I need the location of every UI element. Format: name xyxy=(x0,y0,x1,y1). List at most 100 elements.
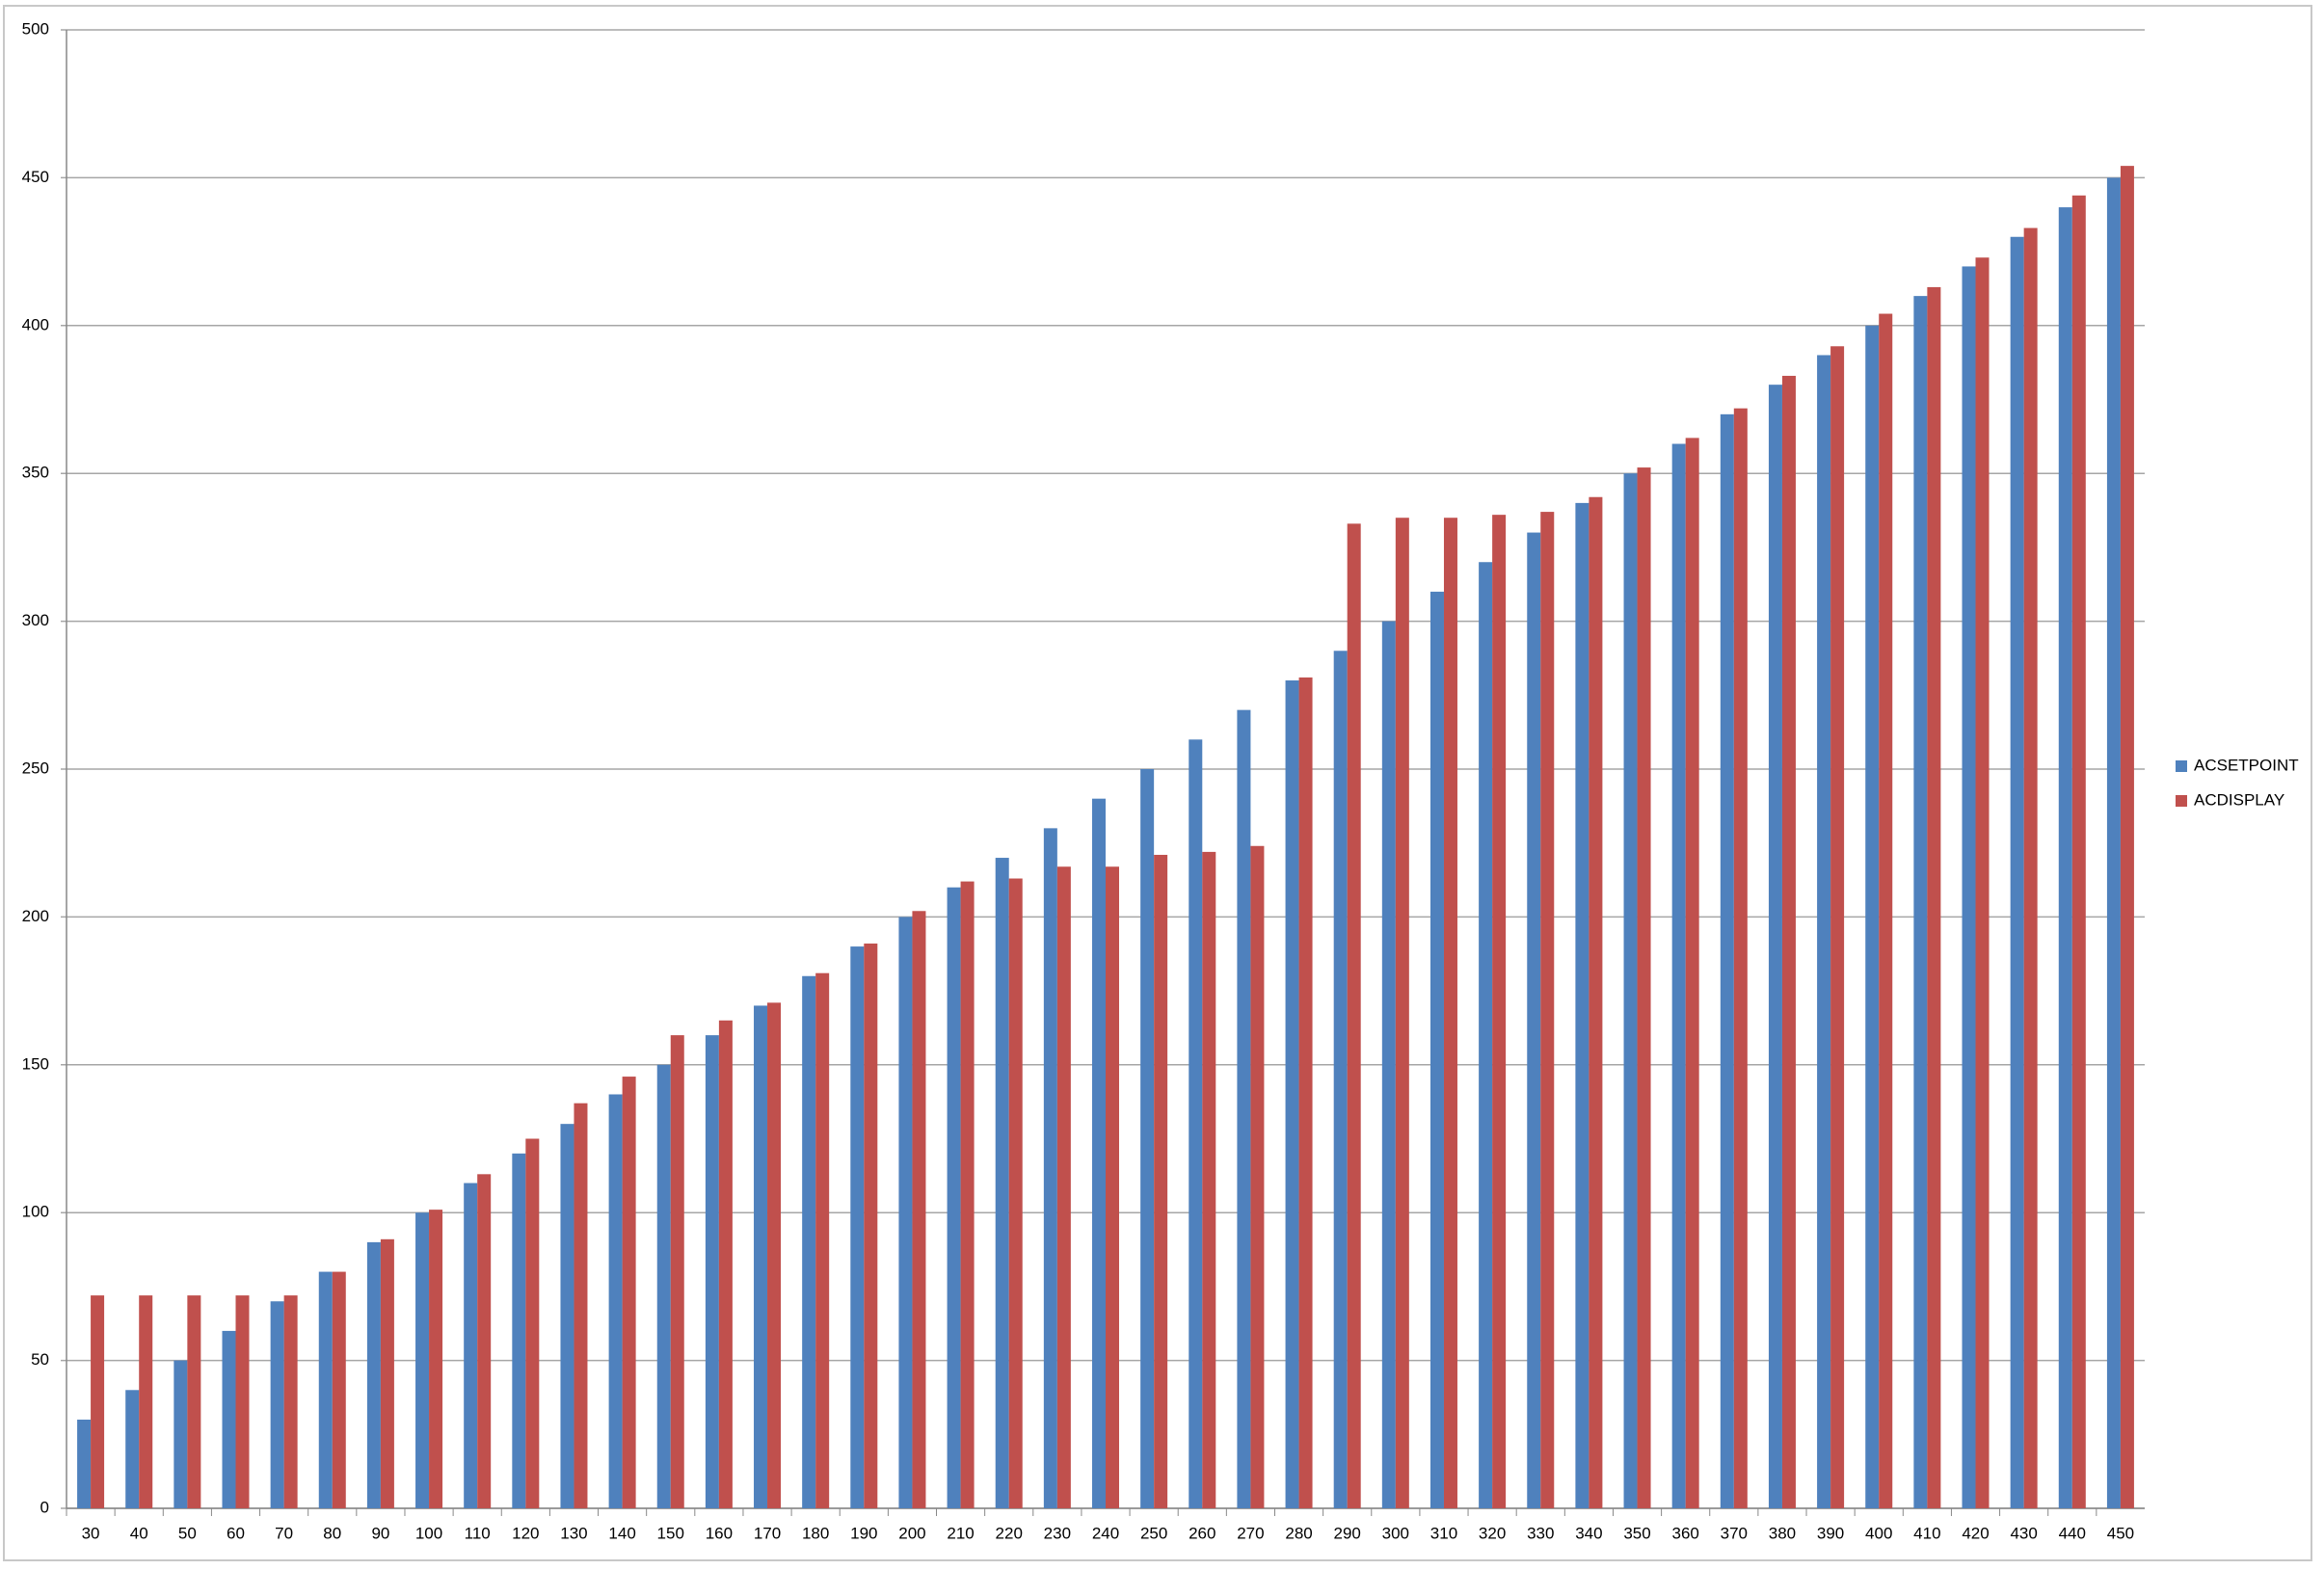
bar xyxy=(1623,473,1638,1509)
bar xyxy=(670,1035,684,1508)
bar xyxy=(1140,769,1155,1508)
x-tick-label: 330 xyxy=(1527,1524,1554,1542)
bar xyxy=(1975,257,1990,1509)
bar xyxy=(1575,502,1589,1508)
x-tick-label: 200 xyxy=(898,1524,925,1542)
bar xyxy=(1479,562,1493,1508)
bar xyxy=(512,1153,526,1508)
bar xyxy=(574,1103,588,1508)
bar xyxy=(1381,621,1396,1508)
y-tick-label: 350 xyxy=(22,464,49,482)
bar xyxy=(1333,651,1348,1508)
bar xyxy=(718,1020,733,1508)
bar xyxy=(174,1360,188,1508)
bar xyxy=(91,1295,105,1508)
bar xyxy=(1443,518,1457,1508)
bar xyxy=(1540,512,1555,1508)
bar xyxy=(1395,518,1409,1508)
x-tick-label: 100 xyxy=(415,1524,442,1542)
bar xyxy=(477,1174,492,1508)
x-tick-label: 410 xyxy=(1913,1524,1940,1542)
bar xyxy=(2120,166,2134,1508)
bar xyxy=(1237,709,1251,1508)
x-tick-label: 370 xyxy=(1721,1524,1748,1542)
bar xyxy=(1879,313,1893,1508)
bar xyxy=(1927,286,1941,1508)
bar xyxy=(366,1241,381,1508)
bar xyxy=(283,1295,298,1508)
bar xyxy=(1298,677,1313,1508)
bar xyxy=(1913,296,1928,1508)
x-tick-label: 440 xyxy=(2059,1524,2086,1542)
x-tick-label: 240 xyxy=(1092,1524,1119,1542)
bar xyxy=(1429,591,1444,1508)
bar xyxy=(318,1271,333,1508)
bar xyxy=(608,1094,623,1508)
x-tick-label: 250 xyxy=(1140,1524,1167,1542)
bar xyxy=(1830,346,1845,1508)
x-tick-label: 190 xyxy=(850,1524,877,1542)
bar xyxy=(1285,679,1299,1508)
bar xyxy=(767,1002,782,1508)
bar xyxy=(2071,195,2086,1509)
bar xyxy=(898,917,913,1508)
bar xyxy=(947,887,961,1508)
bar xyxy=(222,1330,236,1508)
bar xyxy=(802,975,816,1508)
bar xyxy=(815,972,830,1508)
x-tick-label: 50 xyxy=(178,1524,197,1542)
x-tick-label: 90 xyxy=(371,1524,389,1542)
bar xyxy=(1250,845,1265,1508)
bar xyxy=(332,1271,346,1508)
bar xyxy=(1865,325,1880,1508)
bar xyxy=(850,946,865,1508)
x-tick-label: 40 xyxy=(130,1524,148,1542)
legend-swatch xyxy=(2176,795,2187,807)
x-tick-label: 390 xyxy=(1817,1524,1844,1542)
y-tick-label: 150 xyxy=(22,1054,49,1073)
x-tick-label: 220 xyxy=(996,1524,1023,1542)
bar xyxy=(1962,266,1976,1509)
bar xyxy=(235,1295,250,1508)
bar xyxy=(2106,177,2121,1508)
y-tick-label: 400 xyxy=(22,315,49,333)
bar xyxy=(2058,207,2072,1509)
bar xyxy=(1637,467,1651,1509)
bar xyxy=(1720,413,1734,1509)
x-tick-label: 30 xyxy=(82,1524,100,1542)
bar xyxy=(1043,828,1057,1508)
x-tick-label: 340 xyxy=(1575,1524,1602,1542)
bar xyxy=(1092,798,1106,1508)
y-tick-label: 0 xyxy=(40,1498,49,1516)
bar xyxy=(1492,515,1507,1508)
bar xyxy=(622,1077,636,1508)
bar xyxy=(1685,438,1699,1508)
y-tick-label: 250 xyxy=(22,758,49,777)
x-tick-label: 380 xyxy=(1769,1524,1796,1542)
x-tick-label: 400 xyxy=(1865,1524,1892,1542)
x-tick-label: 180 xyxy=(802,1524,829,1542)
bar xyxy=(960,881,975,1508)
bar xyxy=(912,911,926,1508)
bar xyxy=(1781,375,1796,1508)
x-tick-label: 170 xyxy=(754,1524,781,1542)
bar xyxy=(415,1212,430,1508)
bar xyxy=(864,944,878,1508)
bar xyxy=(77,1419,92,1508)
bar xyxy=(270,1301,284,1508)
bar xyxy=(705,1035,719,1508)
x-tick-label: 360 xyxy=(1671,1524,1698,1542)
bar xyxy=(1347,523,1361,1508)
bar xyxy=(1106,866,1119,1508)
y-tick-label: 500 xyxy=(22,19,49,38)
y-tick-label: 200 xyxy=(22,907,49,925)
x-tick-label: 300 xyxy=(1382,1524,1409,1542)
bar xyxy=(1154,854,1168,1508)
x-tick-label: 210 xyxy=(947,1524,974,1542)
y-tick-label: 300 xyxy=(22,611,49,629)
x-tick-label: 280 xyxy=(1285,1524,1312,1542)
legend-label: ACSETPOINT xyxy=(2194,756,2299,774)
bar xyxy=(2023,227,2038,1508)
